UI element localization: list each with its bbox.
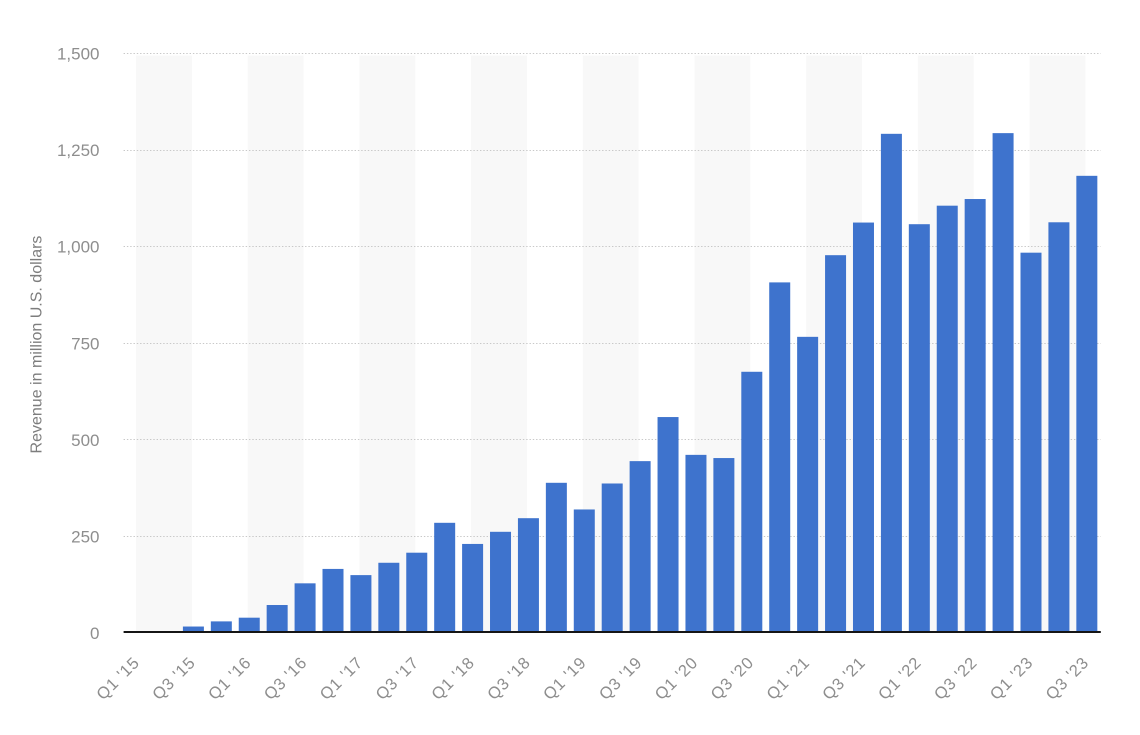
svg-text:1,500: 1,500 [57, 44, 100, 63]
svg-text:750: 750 [71, 334, 99, 353]
svg-text:1,250: 1,250 [57, 141, 100, 160]
svg-text:500: 500 [71, 431, 99, 450]
svg-text:0: 0 [90, 624, 99, 643]
svg-text:Revenue in million U.S. dollar: Revenue in million U.S. dollars [29, 236, 46, 454]
svg-text:250: 250 [71, 527, 99, 546]
svg-text:1,000: 1,000 [57, 238, 100, 257]
